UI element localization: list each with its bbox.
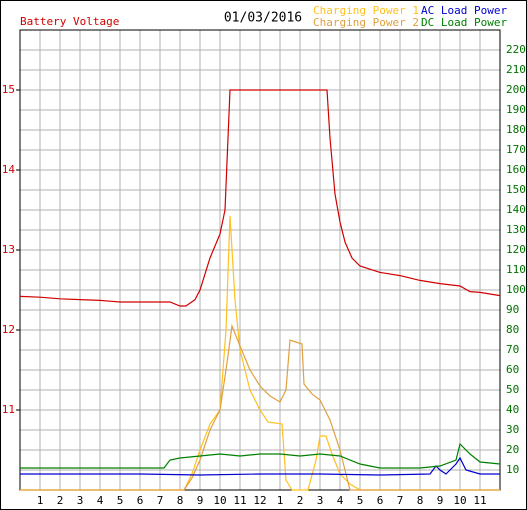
x-tick-label: 7 [157,494,164,507]
y2-tick-label: 100 [506,283,526,296]
x-tick-label: 10 [453,494,466,507]
y2-tick-label: 170 [506,143,526,156]
y2-tick-label: 70 [506,343,519,356]
x-tick-label: 11 [473,494,486,507]
x-tick-label: 6 [377,494,384,507]
series-line [20,456,500,476]
series-line [20,215,500,491]
x-tick-label: 3 [77,494,84,507]
y2-tick-label: 220 [506,43,526,56]
y2-tick-label: 80 [506,323,519,336]
x-tick-label: 3 [317,494,324,507]
y-tick-label: 15 [2,83,15,96]
y2-tick-label: 10 [506,463,519,476]
y-tick-label: 13 [2,243,15,256]
x-tick-label: 5 [357,494,364,507]
y2-tick-label: 210 [506,63,526,76]
x-tick-label: 12 [253,494,266,507]
y2-tick-label: 130 [506,223,526,236]
legend-entry: Charging Power 2 [313,16,419,29]
x-tick-label: 1 [37,494,44,507]
y-tick-label: 11 [2,403,15,416]
y2-tick-label: 180 [506,123,526,136]
y2-tick-label: 120 [506,243,526,256]
y2-tick-label: 200 [506,83,526,96]
y-tick-label: 14 [2,163,16,176]
legend-entry: DC Load Power [421,16,507,29]
y-tick-label: 12 [2,323,15,336]
y2-tick-label: 20 [506,443,519,456]
y2-tick-label: 30 [506,423,519,436]
y2-tick-label: 90 [506,303,519,316]
series-line [20,442,501,469]
x-tick-label: 11 [233,494,246,507]
x-tick-label: 8 [177,494,184,507]
x-tick-label: 6 [137,494,144,507]
y2-tick-label: 60 [506,363,519,376]
y2-tick-label: 110 [506,263,526,276]
x-tick-label: 10 [213,494,226,507]
x-tick-label: 1 [277,494,284,507]
series-line [19,89,501,307]
x-tick-label: 8 [417,494,424,507]
x-tick-label: 7 [397,494,404,507]
plot-frame [19,29,501,491]
y2-tick-label: 160 [506,163,526,176]
x-tick-label: 9 [437,494,444,507]
series-line [20,323,500,491]
x-tick-label: 2 [57,494,64,507]
x-tick-label: 4 [97,494,104,507]
x-tick-label: 2 [297,494,304,507]
y2-tick-label: 190 [506,103,526,116]
x-tick-label: 9 [197,494,204,507]
y2-tick-label: 40 [506,403,519,416]
legend-entry: Charging Power 1 [313,4,419,17]
y2-tick-label: 150 [506,183,526,196]
y2-tick-label: 50 [506,383,519,396]
y-axis-label: Battery Voltage [20,15,119,28]
chart-title: 01/03/2016 [224,11,302,26]
x-tick-label: 5 [117,494,124,507]
legend-entry: AC Load Power [421,4,507,17]
y2-tick-label: 140 [506,203,526,216]
x-tick-label: 4 [337,494,344,507]
